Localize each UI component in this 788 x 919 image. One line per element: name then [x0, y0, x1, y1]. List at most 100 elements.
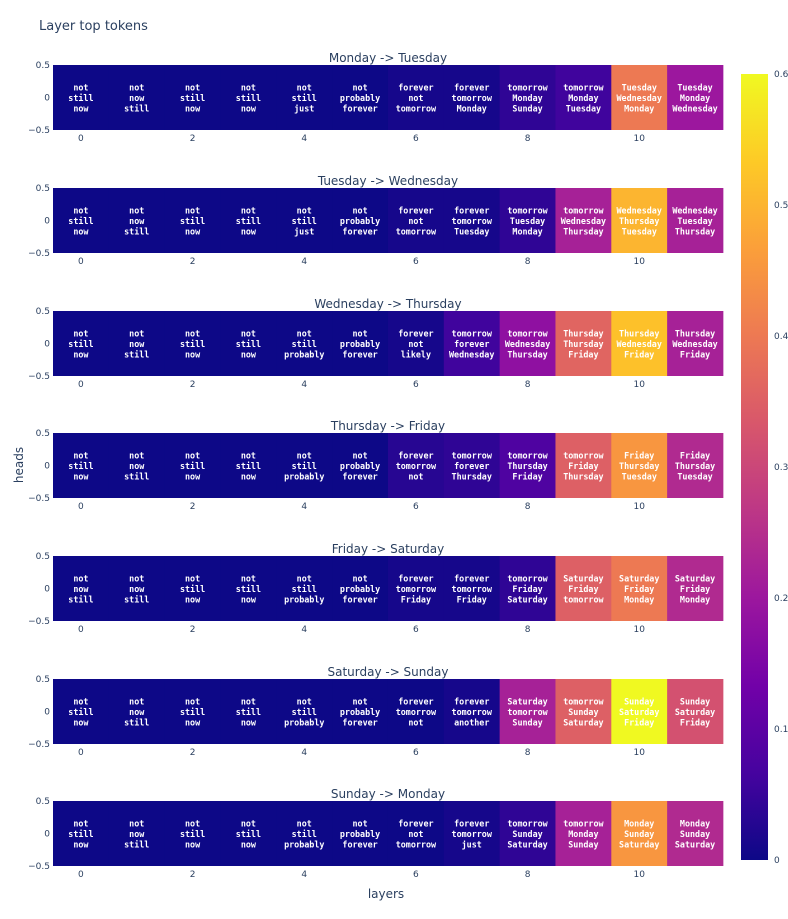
cell-token-label: not	[352, 329, 367, 339]
cell-token-label: Sunday	[512, 104, 542, 114]
x-tick-label: 4	[301, 870, 307, 880]
cell-token-label: still	[236, 339, 261, 349]
heatmap-cell	[220, 65, 277, 130]
cell-token-label: not	[73, 83, 88, 93]
y-tick-label: 0.5	[36, 675, 50, 685]
cell-token-label: still	[292, 339, 317, 349]
y-tick-label: −0.5	[28, 740, 50, 750]
cell-token-label: probably	[340, 584, 380, 594]
heatmap-cell	[220, 433, 277, 498]
cell-token-label: still	[124, 840, 149, 850]
cell-token-label: Thursday	[675, 329, 715, 339]
cell-token-label: now	[241, 104, 257, 114]
cell-token-label: still	[68, 93, 93, 103]
cell-token-label: not	[297, 451, 312, 461]
cell-token-label: Tuesday	[510, 216, 545, 226]
cell-token-label: not	[408, 472, 423, 482]
cell-token-label: now	[185, 472, 201, 482]
cell-token-label: still	[292, 461, 317, 471]
cell-token-label: Saturday	[675, 574, 715, 584]
heatmap-cell	[387, 801, 445, 866]
cell-token-label: Tuesday	[622, 472, 657, 482]
heatmap-cell	[667, 556, 724, 621]
x-axis-title: layers	[368, 887, 404, 901]
heatmap-cell	[387, 188, 445, 253]
cell-token-label: Friday	[568, 584, 598, 594]
panel-title: Monday -> Tuesday	[329, 51, 447, 65]
cell-token-label: still	[292, 829, 317, 839]
cell-token-label: now	[129, 829, 145, 839]
x-tick-label: 10	[633, 257, 645, 267]
cell-token-label: not	[241, 329, 256, 339]
x-tick-label: 8	[525, 380, 531, 390]
heatmap-cell	[499, 433, 556, 498]
x-tick-label: 6	[413, 380, 419, 390]
cell-token-label: Wednesday	[449, 350, 494, 360]
panel-title: Saturday -> Sunday	[327, 665, 448, 679]
heatmap-cell	[108, 311, 166, 376]
cell-token-label: Friday	[624, 350, 654, 360]
cell-token-label: tomorrow	[452, 451, 493, 461]
cell-token-label: Saturday	[619, 574, 659, 584]
cell-token-label: still	[180, 584, 205, 594]
cell-token-label: tomorrow	[396, 840, 437, 850]
cell-token-label: still	[124, 472, 149, 482]
colorbar-tick-label: 0.3	[774, 463, 788, 473]
heatmap-cell	[276, 188, 333, 253]
y-tick-label: 0.5	[36, 552, 50, 562]
cell-token-label: tomorrow	[507, 819, 548, 829]
cell-token-label: forever	[342, 472, 377, 482]
cell-token-label: tomorrow	[396, 707, 437, 717]
cell-token-label: still	[68, 461, 93, 471]
heatmap-cell	[220, 556, 277, 621]
cell-token-label: not	[352, 574, 367, 584]
cell-token-label: Saturday	[675, 707, 715, 717]
heatmap-cell	[276, 311, 333, 376]
cell-token-label: not	[73, 329, 88, 339]
cell-token-label: Tuesday	[677, 216, 712, 226]
cell-token-label: now	[241, 595, 257, 605]
cell-token-label: tomorrow	[452, 707, 493, 717]
cell-token-label: not	[185, 329, 200, 339]
colorbar-tick-label: 0.5	[774, 201, 788, 211]
cell-token-label: not	[352, 206, 367, 216]
heatmap-panel-6: Sunday -> Mondaynotstillnownotnowstillno…	[28, 787, 724, 880]
heatmap-cell	[108, 679, 166, 744]
cell-token-label: not	[408, 829, 423, 839]
cell-token-label: Monday	[680, 819, 710, 829]
y-tick-label: 0.5	[36, 184, 50, 194]
cell-token-label: not	[241, 206, 256, 216]
heatmap-cell	[220, 188, 277, 253]
cell-token-label: Sunday	[568, 840, 598, 850]
heatmap-cell	[667, 679, 724, 744]
heatmap-cell	[108, 188, 166, 253]
y-tick-label: 0	[44, 708, 50, 718]
cell-token-label: not	[185, 451, 200, 461]
cell-token-label: Thursday	[619, 329, 659, 339]
heatmap-cell	[53, 188, 110, 253]
cell-token-label: Thursday	[507, 350, 547, 360]
cell-token-label: not	[297, 206, 312, 216]
x-tick-label: 6	[413, 625, 419, 635]
cell-token-label: Thursday	[619, 461, 659, 471]
cell-token-label: tomorrow	[507, 83, 548, 93]
heatmap-cell	[164, 433, 221, 498]
cell-token-label: forever	[454, 83, 489, 93]
x-tick-label: 0	[78, 625, 84, 635]
cell-token-label: Thursday	[563, 329, 603, 339]
cell-token-label: tomorrow	[563, 206, 604, 216]
cell-token-label: now	[129, 216, 145, 226]
cell-token-label: now	[129, 584, 145, 594]
cell-token-label: Thursday	[563, 339, 603, 349]
cell-token-label: tomorrow	[452, 584, 493, 594]
cell-token-label: now	[129, 339, 145, 349]
panel-title: Tuesday -> Wednesday	[317, 174, 458, 188]
x-tick-label: 4	[301, 502, 307, 512]
cell-token-label: not	[408, 93, 423, 103]
heatmap-cell	[53, 801, 110, 866]
cell-token-label: still	[68, 829, 93, 839]
heatmap-cell	[611, 679, 668, 744]
cell-token-label: Monday	[457, 104, 487, 114]
cell-token-label: not	[297, 329, 312, 339]
